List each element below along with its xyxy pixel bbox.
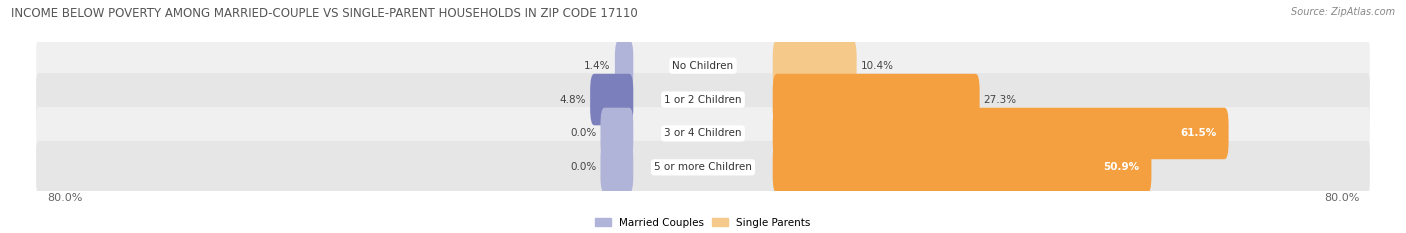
FancyBboxPatch shape [773,40,856,91]
FancyBboxPatch shape [37,141,1369,194]
FancyBboxPatch shape [614,40,633,91]
FancyBboxPatch shape [37,39,1369,92]
Text: 80.0%: 80.0% [46,193,82,203]
FancyBboxPatch shape [37,73,1369,126]
Text: 4.8%: 4.8% [560,95,586,105]
FancyBboxPatch shape [591,74,633,125]
Text: 3 or 4 Children: 3 or 4 Children [664,128,742,138]
FancyBboxPatch shape [600,108,633,159]
Text: 1 or 2 Children: 1 or 2 Children [664,95,742,105]
Text: No Children: No Children [672,61,734,71]
FancyBboxPatch shape [600,142,633,193]
Text: Source: ZipAtlas.com: Source: ZipAtlas.com [1291,7,1395,17]
Text: 27.3%: 27.3% [984,95,1017,105]
Text: 0.0%: 0.0% [569,128,596,138]
Text: 80.0%: 80.0% [1324,193,1360,203]
FancyBboxPatch shape [773,74,980,125]
Text: 61.5%: 61.5% [1180,128,1216,138]
Text: INCOME BELOW POVERTY AMONG MARRIED-COUPLE VS SINGLE-PARENT HOUSEHOLDS IN ZIP COD: INCOME BELOW POVERTY AMONG MARRIED-COUPL… [11,7,638,20]
Text: 10.4%: 10.4% [860,61,894,71]
FancyBboxPatch shape [37,107,1369,160]
Text: 0.0%: 0.0% [569,162,596,172]
FancyBboxPatch shape [773,142,1152,193]
FancyBboxPatch shape [773,108,1229,159]
Legend: Married Couples, Single Parents: Married Couples, Single Parents [595,218,811,228]
Text: 5 or more Children: 5 or more Children [654,162,752,172]
Text: 1.4%: 1.4% [585,61,610,71]
Text: 50.9%: 50.9% [1102,162,1139,172]
